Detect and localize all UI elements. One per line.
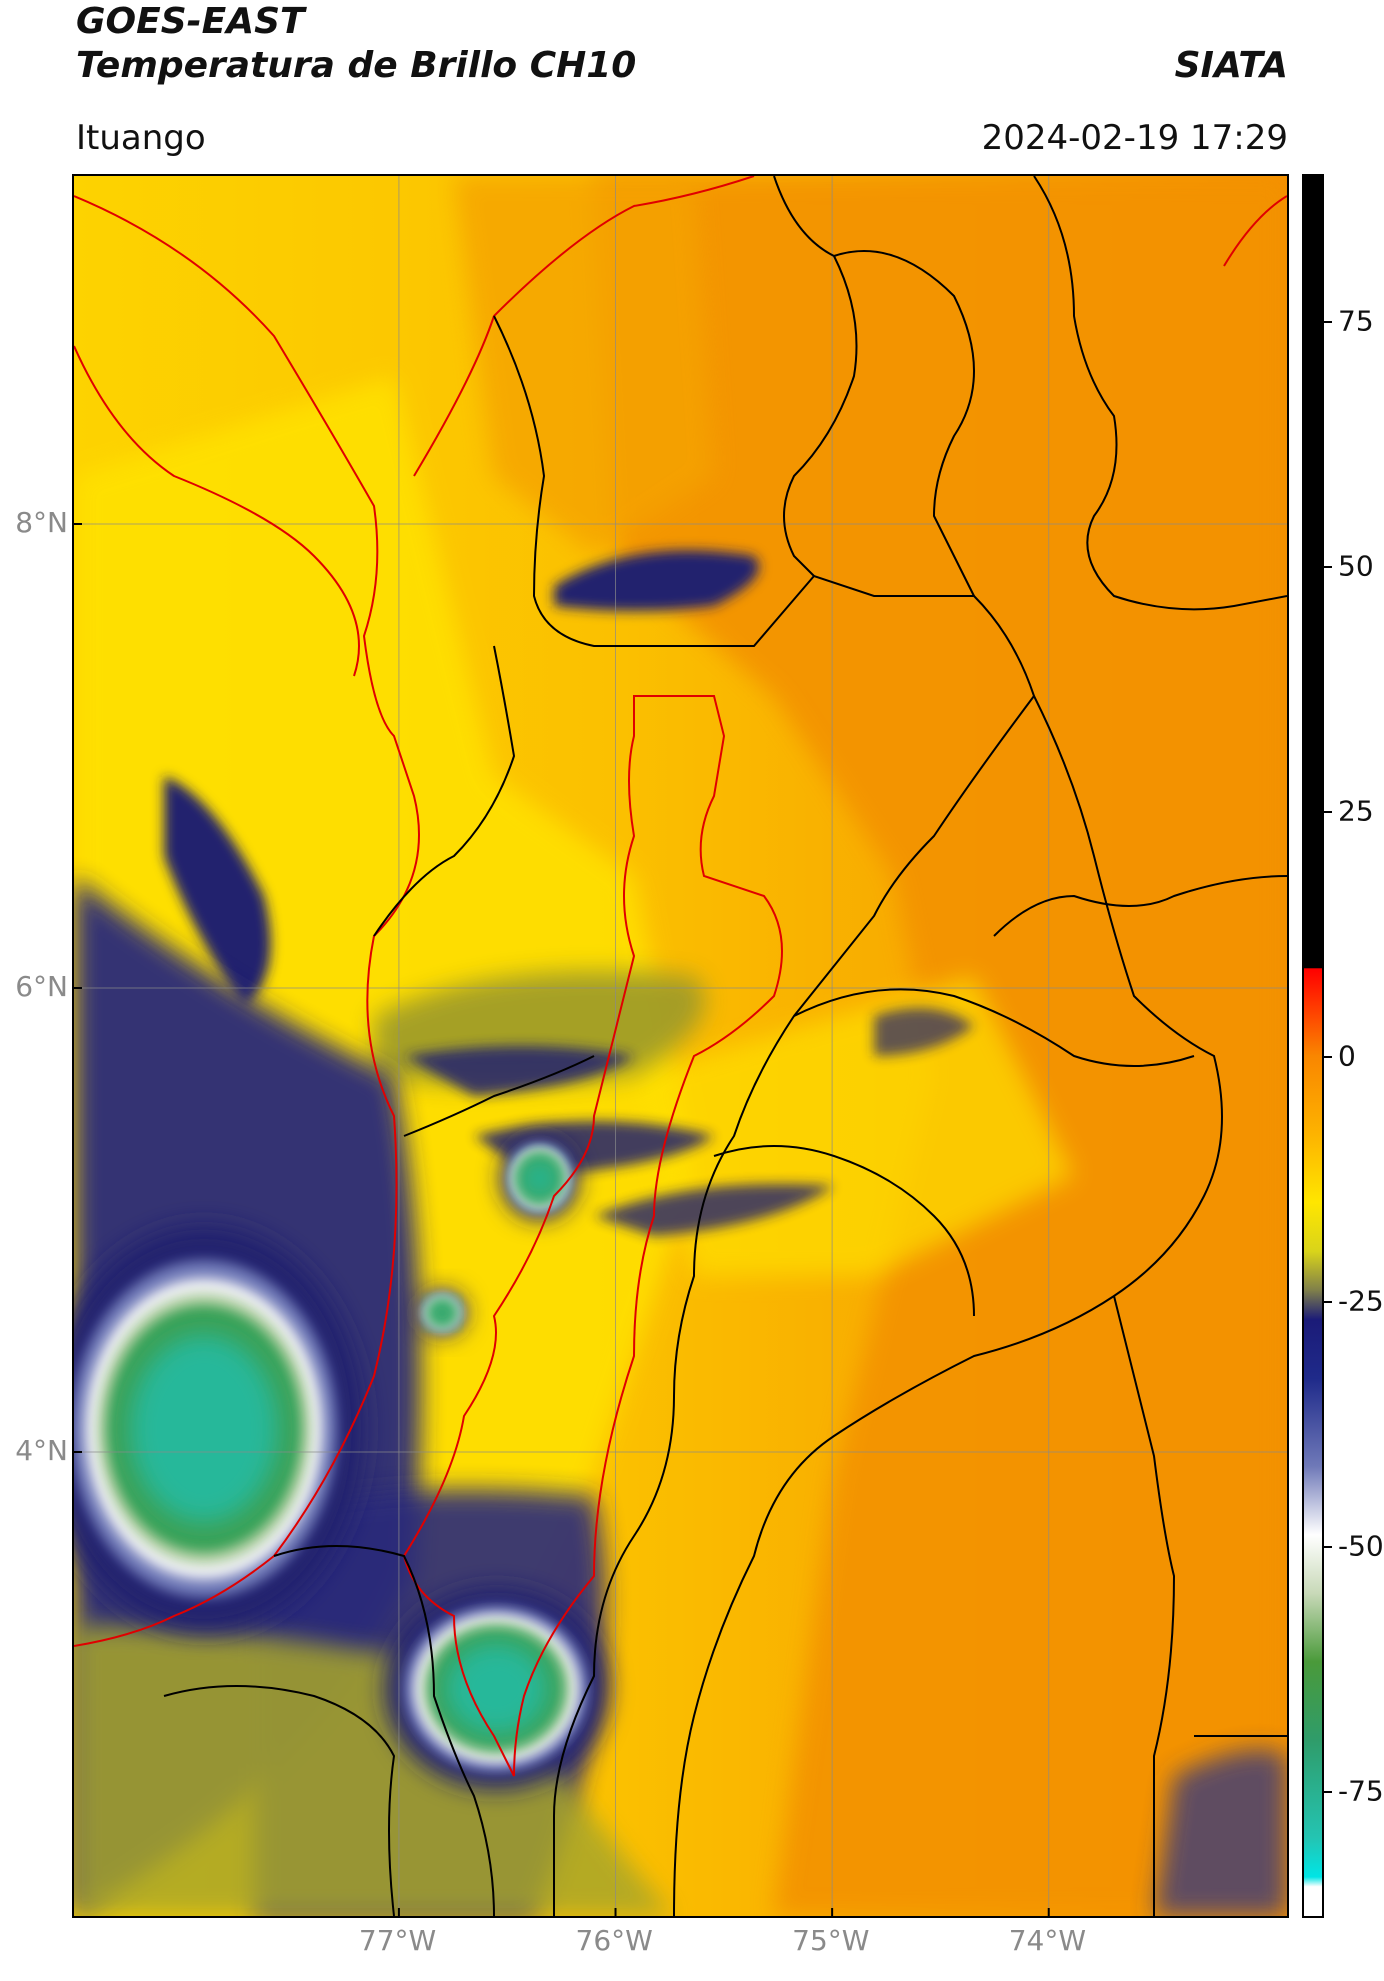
cloud-band-north <box>554 550 759 611</box>
brand-label: SIATA <box>1174 45 1288 86</box>
coast-northeast <box>1223 195 1287 267</box>
cloud-band-west <box>164 776 271 1006</box>
colorbar-tick <box>1324 1055 1332 1058</box>
lon-label: 74°W <box>1008 1924 1087 1957</box>
colorbar-tick-label: -25 <box>1338 1284 1384 1318</box>
cloud-streak-east <box>874 1008 974 1056</box>
lon-label: 76°W <box>575 1924 653 1957</box>
location-label: Ituango <box>76 118 206 158</box>
eastern-border-5 <box>993 875 1287 937</box>
colorbar-tick <box>1324 1300 1332 1303</box>
colorbar-tick <box>1324 810 1332 813</box>
eastern-border-2 <box>793 988 1195 1067</box>
colorbar-tick-label: 50 <box>1338 549 1374 583</box>
datetime-label: 2024-02-19 17:29 <box>981 118 1288 158</box>
southern-border-2 <box>163 1685 396 1916</box>
colorbar-tick <box>1324 320 1332 323</box>
core-ring <box>445 1642 548 1735</box>
satellite-map <box>74 176 1287 1916</box>
colorbar-tick-label: -75 <box>1338 1774 1384 1808</box>
coast-caribbean <box>413 176 755 477</box>
northern-border-1 <box>773 176 858 577</box>
western-border-1 <box>373 645 516 937</box>
core-ring <box>522 1159 558 1197</box>
lon-label: 77°W <box>358 1924 437 1957</box>
colorbar-tick <box>1324 1790 1332 1793</box>
lat-label: 8°N <box>15 506 68 539</box>
map-panel[interactable] <box>72 174 1289 1918</box>
cloud-olive-south <box>74 1626 674 1916</box>
colorbar-tick <box>1324 1545 1332 1548</box>
colorbar-tick <box>1324 565 1332 568</box>
cloud-core-central-cell <box>501 1137 578 1219</box>
eastern-border-4 <box>1113 1295 1176 1916</box>
colorbar-gradient <box>1304 176 1322 1916</box>
warm-region-north <box>454 176 714 556</box>
axis-ticks <box>74 523 1050 1916</box>
colorbar-tick-label: 0 <box>1338 1039 1356 1073</box>
lat-label: 6°N <box>15 970 68 1003</box>
western-border-2 <box>403 1055 595 1137</box>
eastern-border-3 <box>713 1145 975 1317</box>
southern-border-1 <box>273 1545 495 1916</box>
satellite-title: GOES-EAST <box>76 1 305 42</box>
departmental-borders <box>163 176 1287 1916</box>
core-ring <box>431 1302 453 1323</box>
cloud-streak-1 <box>404 1046 634 1096</box>
colorbar-tick-label: 25 <box>1338 794 1374 828</box>
lon-label: 75°W <box>792 1924 870 1957</box>
cloud-core-southern-storm <box>385 1588 608 1789</box>
eastern-border-1 <box>673 695 1223 1916</box>
northern-border-3 <box>1033 176 1287 611</box>
cloud-southeast <box>1154 1749 1287 1916</box>
central-ridge-border <box>493 315 1036 1916</box>
product-title: Temperatura de Brillo CH10 <box>76 45 637 86</box>
cloud-streak-3 <box>594 1184 834 1236</box>
core-ring <box>130 1335 278 1523</box>
gridlines <box>74 176 1287 1916</box>
colorbar-tick-label: 75 <box>1338 304 1374 338</box>
colorbar-ticks: 75 50 25 0 -25 -50 -75 <box>1324 174 1384 1918</box>
northern-border-2 <box>833 250 975 597</box>
cloud-core-small-cell <box>418 1290 466 1335</box>
lat-label: 4°N <box>15 1434 68 1467</box>
colorbar <box>1302 174 1324 1918</box>
antioquia-boundary <box>402 695 783 1777</box>
colorbar-tick-label: -50 <box>1338 1529 1384 1563</box>
coast-darien <box>74 345 360 677</box>
